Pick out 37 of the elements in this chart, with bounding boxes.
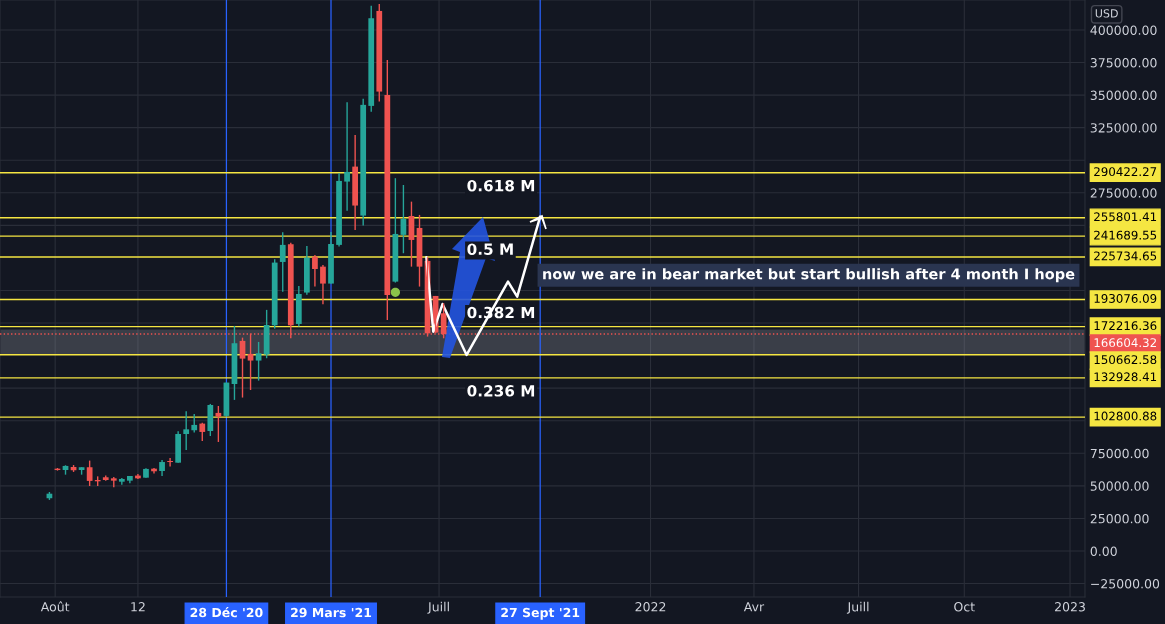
y-tick-label: 50000.00 (1090, 481, 1149, 491)
y-axis-title: USD (1095, 9, 1118, 18)
candlestick (215, 405, 222, 443)
ref-line-label: 102800.88 (1094, 411, 1157, 421)
y-tick-label: 25000.00 (1090, 513, 1149, 524)
y-tick-label: −25000.00 (1091, 579, 1160, 589)
ref-line-label: 29 Mars '21 (291, 607, 372, 618)
x-tick-label: Avr (743, 602, 765, 612)
y-tick-label: 350000.00 (1090, 90, 1157, 101)
ref-line-label: 27 Sept '21 (501, 607, 580, 620)
ref-line-label: 225734.65 (1094, 251, 1157, 261)
ref-line-label: 132928.41 (1094, 372, 1157, 382)
x-tick-label: 12 (131, 602, 145, 612)
x-tick-label: 2023 (1055, 602, 1085, 612)
y-tick-label: 75000.00 (1090, 448, 1149, 459)
x-tick-label: Oct (954, 602, 975, 612)
ref-line-label: 193076.09 (1094, 293, 1157, 303)
ref-line-label: 28 Déc '20 (190, 607, 263, 618)
y-tick-label: 400000.00 (1090, 25, 1157, 35)
y-tick-label: 275000.00 (1090, 188, 1157, 198)
ref-line-label: 255801.41 (1094, 212, 1157, 222)
ref-line-label: 172216.36 (1094, 321, 1157, 331)
ref-line-label: 241689.55 (1094, 230, 1157, 240)
annotation: 0.236 M (467, 385, 535, 397)
y-tick-label: 0.00 (1090, 546, 1117, 556)
ref-line-label: 166604.32 (1094, 338, 1156, 348)
annotation: 0.5 M (467, 243, 513, 255)
x-tick-label: Juill (846, 601, 869, 614)
y-tick-label: 375000.00 (1090, 58, 1157, 68)
y-tick-label: 325000.00 (1090, 123, 1157, 133)
x-tick-label: 2022 (635, 602, 666, 612)
x-tick-label: Août (40, 601, 70, 612)
ref-line-label: 290422.27 (1094, 167, 1157, 177)
ref-line-label: 150662.58 (1094, 355, 1157, 365)
annotation: now we are in bear market but start bullish after 4 month I hope (543, 268, 1075, 283)
x-tick-label: Juill (427, 601, 449, 614)
annotation: 0.618 M (467, 179, 535, 192)
